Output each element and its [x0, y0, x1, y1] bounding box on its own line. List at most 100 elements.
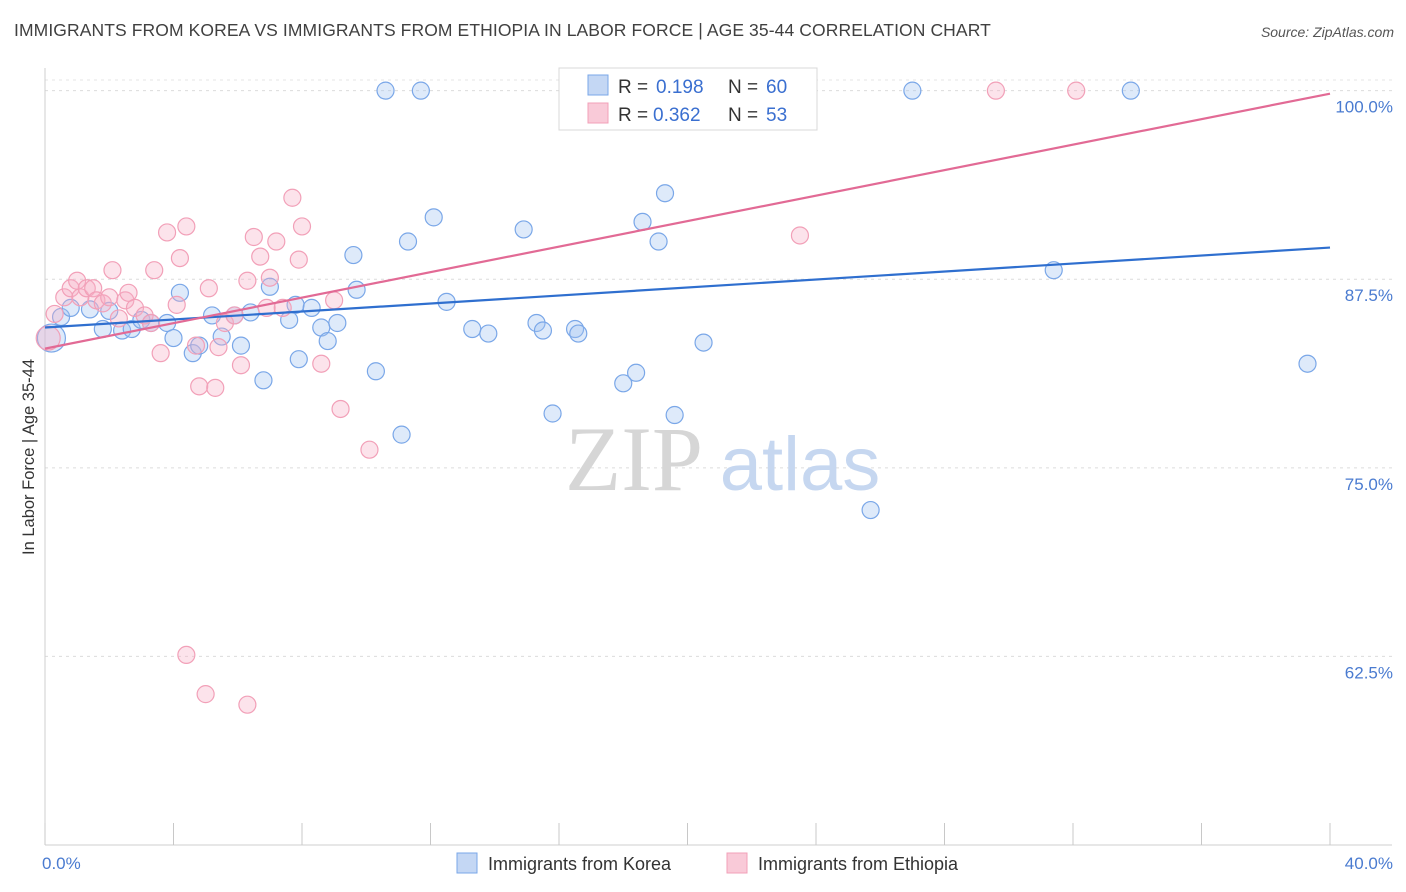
bottom-legend-label-ethiopia: Immigrants from Ethiopia — [758, 854, 959, 874]
korea-point — [231, 336, 251, 355]
korea-point — [411, 81, 430, 100]
korea-point — [302, 298, 321, 317]
watermark: ZIP atlas — [565, 408, 880, 510]
korea-point — [344, 245, 363, 265]
ethiopia-point — [292, 217, 312, 236]
ethiopia-point — [151, 344, 170, 363]
x-tick-label: 0.0% — [42, 854, 81, 873]
korea-point — [861, 500, 880, 520]
korea-point — [533, 321, 553, 340]
trend-lines — [44, 92, 1331, 350]
bottom-legend-label-korea: Immigrants from Korea — [488, 854, 672, 874]
source-credit: Source: ZipAtlas.com — [1260, 24, 1394, 40]
y-tick-label: 62.5% — [1345, 663, 1393, 682]
bottom-legend-swatch-korea — [456, 852, 478, 874]
korea-point — [463, 319, 482, 339]
y-tick-label: 100.0% — [1335, 98, 1393, 117]
ethiopia-point — [238, 695, 257, 714]
ethiopia-point — [231, 356, 251, 375]
ethiopia-point — [267, 232, 286, 251]
ethiopia-point — [55, 288, 74, 307]
ethiopia-point — [135, 306, 154, 325]
korea-point — [100, 301, 119, 321]
ethiopia-point — [186, 336, 206, 355]
watermark-zip: ZIP — [565, 408, 703, 510]
ethiopia-point — [100, 288, 119, 307]
korea-point — [1121, 81, 1140, 100]
ethiopia-point — [177, 645, 196, 664]
watermark-atlas: atlas — [720, 422, 881, 507]
ethiopia-point — [77, 279, 96, 298]
korea-point — [398, 232, 418, 251]
korea-point — [694, 333, 713, 352]
korea-point — [212, 327, 231, 346]
ethiopia-point — [119, 283, 138, 302]
ethiopia-point — [170, 249, 190, 268]
ethiopia-point — [177, 217, 196, 236]
korea-point — [903, 81, 922, 100]
chart-title: IMMIGRANTS FROM KOREA VS IMMIGRANTS FROM… — [14, 20, 991, 40]
ethiopia-point — [360, 440, 379, 459]
ethiopia-point — [331, 399, 350, 419]
y-tick-label: 87.5% — [1345, 286, 1393, 305]
korea-trend-line — [44, 246, 1331, 329]
ethiopia-point — [1067, 81, 1086, 100]
korea-point — [376, 81, 395, 100]
korea-point — [347, 280, 366, 299]
korea-point — [479, 324, 498, 343]
y-axis-label: In Labor Force | Age 35-44 — [20, 359, 38, 555]
korea-point — [543, 404, 562, 423]
ethiopia-point — [145, 261, 164, 280]
legend-n-value-korea: 60 — [766, 77, 787, 98]
korea-point — [254, 371, 273, 390]
korea-point — [514, 220, 533, 239]
legend-n-value-ethiopia: 53 — [766, 105, 787, 126]
korea-point — [392, 425, 411, 444]
ethiopia-point — [84, 279, 103, 298]
ethiopia-point — [167, 295, 186, 314]
ethiopia-point — [260, 268, 279, 287]
korea-point — [1298, 354, 1317, 373]
data-points — [35, 81, 1317, 714]
ethiopia-point — [325, 291, 344, 310]
stats-legend: R = 0.198 N = 60 R = 0.362 N = 53 — [558, 67, 818, 131]
ethiopia-point — [196, 685, 215, 704]
korea-point — [614, 374, 633, 393]
ethiopia-point — [251, 247, 270, 266]
ethiopia-point — [289, 250, 308, 269]
ethiopia-point — [103, 261, 122, 280]
ethiopia-point — [244, 227, 263, 247]
korea-point — [164, 328, 183, 348]
korea-point — [424, 208, 443, 227]
korea-point — [665, 405, 684, 425]
korea-point — [569, 324, 588, 343]
korea-point — [318, 331, 337, 351]
legend-n-label-ethiopia: N = — [728, 105, 758, 126]
legend-r-value-ethiopia: 0.362 — [653, 105, 701, 126]
y-tick-label: 75.0% — [1345, 475, 1393, 494]
korea-point — [170, 283, 190, 302]
korea-point — [649, 232, 668, 251]
ethiopia-point — [238, 271, 257, 290]
ethiopia-point — [790, 226, 810, 245]
ethiopia-point — [157, 223, 177, 242]
ethiopia-point — [190, 377, 209, 396]
korea-point — [289, 350, 308, 369]
ethiopia-point — [35, 325, 61, 351]
ethiopia-point — [45, 304, 64, 324]
axis-ticks: 100.0% 87.5% 75.0% 62.5% 0.0% 40.0% — [42, 98, 1393, 873]
ethiopia-point — [283, 188, 302, 207]
korea-point — [366, 362, 385, 381]
ethiopia-point — [209, 338, 228, 357]
ethiopia-point — [61, 279, 80, 298]
series-legend: Immigrants from Korea Immigrants from Et… — [456, 852, 959, 874]
x-tick-label: 40.0% — [1345, 854, 1393, 873]
ethiopia-point — [986, 81, 1006, 100]
legend-n-label-korea: N = — [728, 77, 758, 98]
bottom-legend-swatch-ethiopia — [726, 852, 748, 874]
korea-point — [626, 363, 646, 382]
legend-r-value-korea: 0.198 — [656, 77, 704, 98]
ethiopia-point — [125, 298, 145, 317]
ethiopia-point — [312, 354, 331, 373]
